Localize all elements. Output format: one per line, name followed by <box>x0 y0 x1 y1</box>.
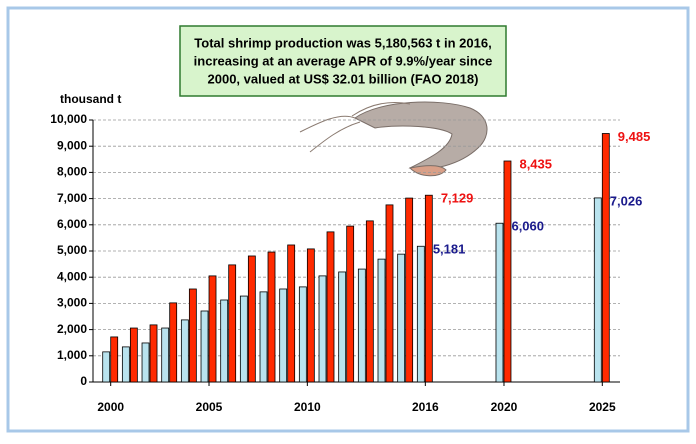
bar <box>594 198 601 382</box>
bar <box>386 205 393 382</box>
y-tick-label: 6,000 <box>57 217 87 231</box>
bar <box>221 300 228 382</box>
x-tick-label: 2010 <box>294 400 321 414</box>
bar <box>209 276 216 382</box>
value-label: 7,129 <box>441 191 474 206</box>
bar <box>406 198 413 382</box>
value-label: 5,181 <box>433 242 466 257</box>
bar <box>103 352 110 382</box>
bar <box>358 269 365 382</box>
y-tick-label: 4,000 <box>57 269 87 283</box>
bar <box>150 325 157 382</box>
bar <box>260 292 267 382</box>
annotation-line: 2000, valued at US$ 32.01 billion (FAO 2… <box>208 71 479 86</box>
bar <box>288 245 295 382</box>
x-tick-label: 2020 <box>491 400 518 414</box>
x-tick-label: 2025 <box>589 400 616 414</box>
x-tick-label: 2000 <box>97 400 124 414</box>
chart: Total shrimp production was 5,180,563 t … <box>0 0 696 439</box>
y-tick-label: 3,000 <box>57 296 87 310</box>
bar <box>347 226 354 382</box>
bar <box>280 289 287 382</box>
bar <box>201 311 208 382</box>
bar <box>366 221 373 382</box>
y-tick-label: 0 <box>80 374 87 388</box>
y-tick-label: 2,000 <box>57 322 87 336</box>
y-tick-label: 5,000 <box>57 243 87 257</box>
value-label: 9,485 <box>618 129 651 144</box>
y-tick-label: 1,000 <box>57 348 87 362</box>
y-tick-label: 10,000 <box>50 112 87 126</box>
bar <box>268 252 275 382</box>
bar <box>248 256 255 382</box>
value-label: 7,026 <box>610 193 643 208</box>
bar <box>189 289 196 382</box>
bar <box>602 133 609 382</box>
bar <box>162 328 169 382</box>
bar <box>240 296 247 382</box>
bar <box>417 246 424 382</box>
y-tick-label: 9,000 <box>57 138 87 152</box>
y-tick-label: 7,000 <box>57 191 87 205</box>
bar <box>111 337 118 382</box>
annotation-line: increasing at an average APR of 9.9%/yea… <box>194 53 493 68</box>
y-axis-label: thousand t <box>60 92 121 106</box>
bar <box>339 272 346 382</box>
x-tick-label: 2005 <box>196 400 223 414</box>
bar <box>319 276 326 382</box>
bar <box>307 249 314 382</box>
bar <box>170 303 177 382</box>
x-tick-label: 2016 <box>412 400 439 414</box>
bar <box>122 347 129 382</box>
bar <box>425 195 432 382</box>
bar <box>504 161 511 382</box>
annotation-line: Total shrimp production was 5,180,563 t … <box>194 35 491 50</box>
value-label: 8,435 <box>519 156 552 171</box>
bar <box>299 287 306 382</box>
bar <box>229 265 236 382</box>
y-tick-label: 8,000 <box>57 165 87 179</box>
bar <box>130 328 137 382</box>
value-label: 6,060 <box>511 219 544 234</box>
bar <box>496 223 503 382</box>
bar <box>142 343 149 382</box>
bar <box>181 320 188 382</box>
bar <box>378 259 385 382</box>
bar <box>398 254 405 382</box>
bar <box>327 232 334 382</box>
